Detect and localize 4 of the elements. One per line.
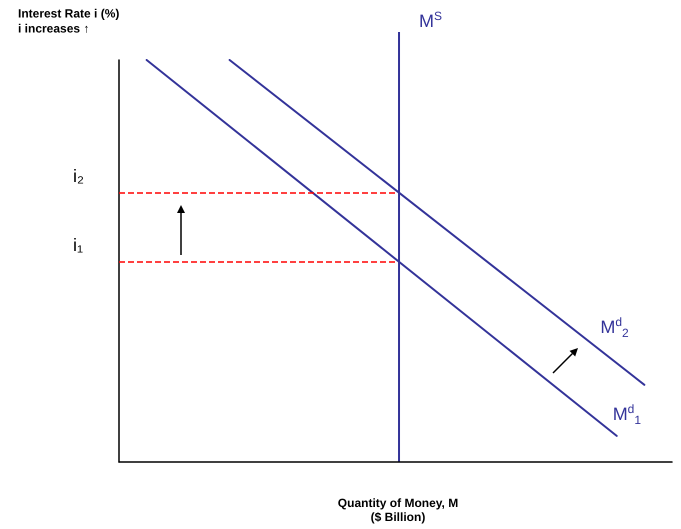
x-axis-title: Quantity of Money, M ($ Billion) bbox=[338, 496, 458, 524]
ref-line-label: i₂ bbox=[73, 166, 84, 186]
ref-line-label: i₁ bbox=[73, 234, 84, 255]
y-axis-title: Interest Rate i (%) i increases ↑ bbox=[18, 6, 120, 36]
